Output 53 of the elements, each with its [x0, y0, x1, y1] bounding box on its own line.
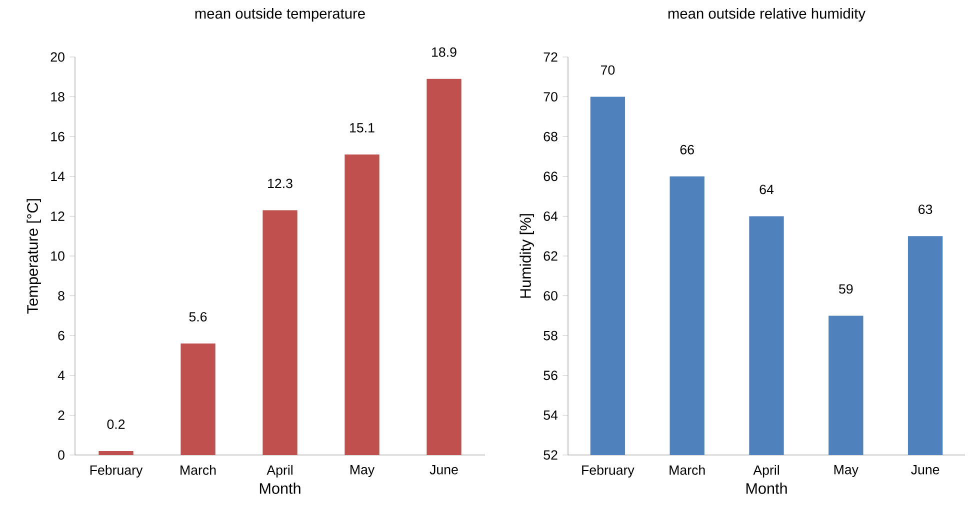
x-tick-label: June — [911, 465, 940, 474]
x-tick-label: June — [430, 465, 458, 474]
x-tick-label: February — [90, 465, 143, 478]
y-tick-label: 60 — [544, 291, 558, 301]
y-tick-label: 20 — [50, 52, 64, 62]
x-tick-label: February — [582, 465, 634, 478]
y-tick-label: 14 — [51, 172, 65, 181]
bar — [262, 210, 298, 455]
y-tick-label: 64 — [544, 211, 558, 221]
x-tick-label: May — [834, 465, 858, 477]
y-tick-label: 68 — [544, 132, 558, 142]
x-tick-label: April — [266, 465, 292, 478]
x-tick-label: March — [670, 465, 705, 475]
y-axis-title: Temperature [°C] — [26, 199, 41, 314]
y-tick-label: 10 — [51, 251, 64, 261]
y-tick-label: 66 — [544, 172, 558, 182]
y-tick-label: 6 — [58, 330, 64, 340]
y-tick-label: 70 — [544, 92, 558, 102]
data-label: 59 — [839, 284, 853, 294]
y-tick-label: 16 — [51, 132, 64, 142]
x-tick-label: April — [753, 465, 779, 478]
data-label: 0.2 — [107, 420, 125, 429]
y-tick-label: 4 — [58, 370, 65, 380]
x-axis-title: Month — [260, 482, 300, 494]
y-tick-label: 58 — [544, 330, 558, 340]
chart-title: mean outside relative humidity — [668, 8, 866, 22]
chart-title: mean outside temperature — [195, 8, 365, 22]
data-label: 18.9 — [432, 47, 456, 57]
data-label: 15.1 — [350, 123, 374, 132]
bar — [426, 78, 462, 455]
y-tick-label: 54 — [544, 410, 558, 420]
data-label: 66 — [680, 144, 694, 154]
y-tick-label: 72 — [544, 52, 558, 62]
y-tick-label: 56 — [544, 370, 558, 380]
y-tick-label: 12 — [51, 212, 64, 221]
data-label: 64 — [760, 184, 774, 194]
x-tick-label: May — [350, 465, 375, 477]
y-tick-label: 0 — [58, 450, 64, 460]
data-label: 70 — [600, 65, 615, 75]
data-label: 63 — [918, 204, 932, 214]
data-label: 5.6 — [189, 312, 207, 322]
data-label: 12.3 — [268, 178, 292, 188]
y-tick-label: 52 — [544, 450, 558, 460]
y-tick-label: 62 — [544, 251, 558, 261]
bar — [98, 451, 134, 455]
bar — [180, 344, 216, 455]
y-tick-label: 8 — [58, 291, 64, 301]
x-tick-label: March — [180, 465, 216, 475]
bar — [344, 154, 380, 455]
y-axis-title: Humidity [%] — [520, 214, 534, 298]
x-axis-title: Month — [746, 482, 787, 494]
y-tick-label: 18 — [51, 92, 64, 102]
y-tick-label: 2 — [58, 410, 64, 420]
